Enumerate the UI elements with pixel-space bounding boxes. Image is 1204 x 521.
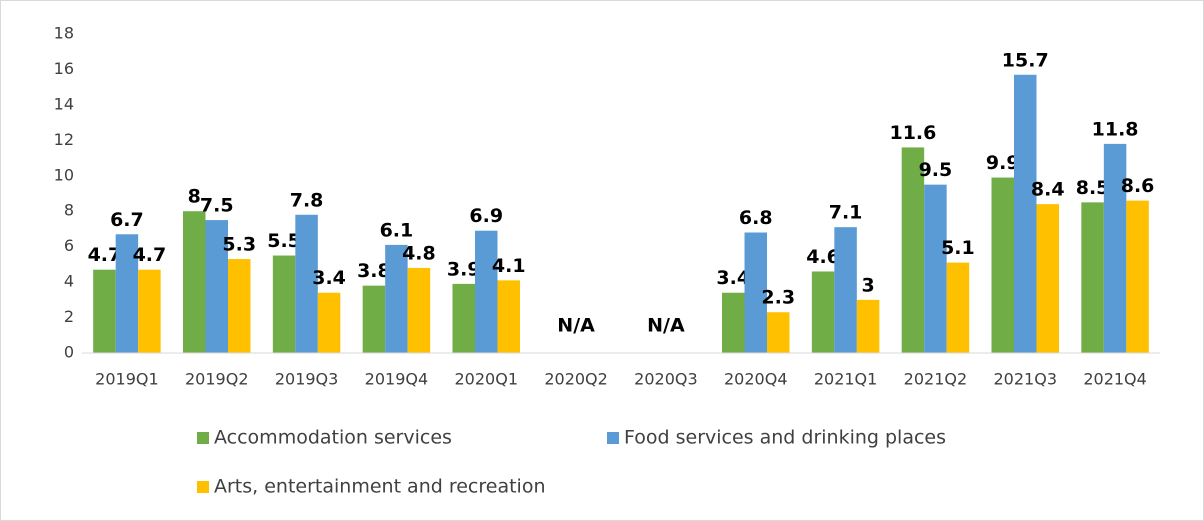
bar xyxy=(1014,74,1037,353)
bar xyxy=(452,283,475,353)
y-tick-label: 12 xyxy=(54,130,74,149)
y-tick-label: 0 xyxy=(64,343,74,362)
bar xyxy=(811,271,835,353)
x-tick-label: 2019Q3 xyxy=(275,370,339,389)
data-label: N/A xyxy=(647,315,685,337)
y-tick-label: 14 xyxy=(54,94,74,113)
data-label: 6.8 xyxy=(739,207,773,229)
y-tick-label: 18 xyxy=(54,24,74,43)
data-label: 4.7 xyxy=(133,244,167,266)
bar xyxy=(722,292,745,353)
x-tick-label: 2021Q3 xyxy=(994,370,1058,389)
x-tick-label: 2021Q1 xyxy=(814,370,878,389)
data-label: 9.5 xyxy=(919,159,953,181)
x-tick-label: 2021Q2 xyxy=(904,370,968,389)
data-label: 3.9 xyxy=(447,258,481,280)
x-tick-label: 2020Q1 xyxy=(455,370,519,389)
data-label: 6.1 xyxy=(380,219,414,241)
y-tick-label: 4 xyxy=(64,272,74,291)
bar xyxy=(272,255,296,353)
data-label: 9.9 xyxy=(986,152,1020,174)
bar xyxy=(991,177,1014,353)
x-tick-label: 2021Q4 xyxy=(1083,370,1147,389)
data-label: 5.1 xyxy=(941,237,975,259)
legend-label: Food services and drinking places xyxy=(624,427,946,449)
data-label: 4.6 xyxy=(806,246,840,268)
data-label: 3.8 xyxy=(357,260,391,282)
bar xyxy=(1081,202,1104,353)
data-label: 6.9 xyxy=(469,205,503,227)
x-tick-label: 2020Q4 xyxy=(724,370,788,389)
y-tick-label: 10 xyxy=(54,165,74,184)
bar xyxy=(115,234,139,353)
bar xyxy=(295,214,318,353)
data-label: 6.7 xyxy=(110,209,144,231)
bar xyxy=(228,259,251,353)
bar xyxy=(767,312,790,353)
legend-label: Arts, entertainment and recreation xyxy=(214,476,546,498)
data-label: 4.8 xyxy=(402,242,436,264)
data-label: 5.3 xyxy=(222,234,256,256)
y-tick-label: 2 xyxy=(64,307,74,326)
x-tick-label: 2020Q2 xyxy=(544,370,608,389)
legend-swatch xyxy=(607,432,619,444)
bar xyxy=(138,269,161,353)
bar xyxy=(385,244,408,353)
bar xyxy=(1103,143,1127,353)
bar xyxy=(362,285,386,353)
y-tick-label: 6 xyxy=(64,236,74,255)
data-label: 8 xyxy=(188,186,201,208)
data-label: 4.1 xyxy=(492,255,526,277)
bar xyxy=(93,269,116,353)
bar xyxy=(834,227,857,353)
bar xyxy=(856,299,880,353)
data-label: 3.4 xyxy=(312,267,346,289)
data-label: N/A xyxy=(557,315,595,337)
bar xyxy=(497,280,520,353)
data-label: 3 xyxy=(861,274,874,296)
y-tick-label: 8 xyxy=(64,201,74,220)
bar xyxy=(924,184,947,353)
y-tick-label: 16 xyxy=(54,59,74,78)
bar xyxy=(901,147,925,353)
legend-swatch xyxy=(197,481,209,493)
x-tick-label: 2020Q3 xyxy=(634,370,698,389)
bar xyxy=(475,230,498,353)
data-label: 7.5 xyxy=(200,195,234,217)
data-label: 7.8 xyxy=(290,189,324,211)
legend-swatch xyxy=(197,432,209,444)
data-label: 3.4 xyxy=(716,267,750,289)
bar xyxy=(1126,200,1149,353)
data-label: 2.3 xyxy=(761,287,795,309)
data-label: 4.7 xyxy=(88,244,122,266)
bar xyxy=(946,262,970,353)
bar xyxy=(1036,204,1059,353)
data-label: 8.4 xyxy=(1031,179,1065,201)
data-label: 8.6 xyxy=(1121,175,1155,197)
data-label: 11.6 xyxy=(889,122,936,144)
data-label: 15.7 xyxy=(1002,49,1049,71)
legend-label: Accommodation services xyxy=(214,427,452,449)
x-tick-label: 2019Q4 xyxy=(365,370,429,389)
data-label: 7.1 xyxy=(829,202,863,224)
data-label: 8.5 xyxy=(1076,177,1110,199)
bar xyxy=(407,267,431,353)
bar xyxy=(183,211,206,353)
data-label: 5.5 xyxy=(267,230,301,252)
data-label: 11.8 xyxy=(1092,118,1139,140)
bar xyxy=(317,292,341,353)
x-tick-label: 2019Q1 xyxy=(95,370,159,389)
x-tick-label: 2019Q2 xyxy=(185,370,249,389)
bar xyxy=(744,232,767,353)
bar xyxy=(205,220,228,353)
